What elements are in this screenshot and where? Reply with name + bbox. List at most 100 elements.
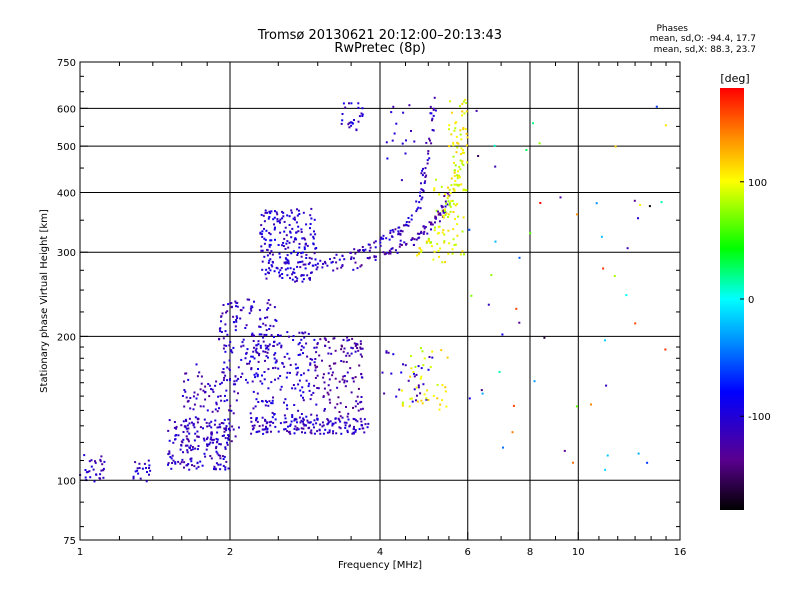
colorbar-tick-label: -100 bbox=[748, 412, 771, 423]
data-point bbox=[291, 414, 294, 417]
data-point bbox=[313, 230, 315, 233]
data-point bbox=[401, 404, 404, 407]
data-point bbox=[364, 248, 367, 251]
data-point bbox=[189, 407, 192, 410]
data-point bbox=[354, 405, 357, 408]
data-point bbox=[383, 253, 386, 256]
data-point bbox=[427, 399, 430, 401]
data-point bbox=[444, 211, 447, 214]
data-point bbox=[314, 369, 317, 372]
data-point bbox=[295, 221, 298, 224]
data-point bbox=[270, 210, 273, 213]
data-point bbox=[260, 224, 263, 227]
data-point bbox=[203, 452, 206, 455]
x-tick-label: 10 bbox=[572, 547, 585, 558]
data-point bbox=[403, 241, 406, 244]
data-point bbox=[302, 399, 305, 402]
data-point bbox=[266, 351, 269, 354]
data-point bbox=[454, 243, 457, 246]
data-point bbox=[386, 157, 389, 160]
data-point bbox=[264, 344, 267, 347]
data-point bbox=[626, 247, 629, 250]
data-point bbox=[290, 420, 293, 423]
data-point bbox=[258, 354, 260, 357]
data-point bbox=[224, 330, 227, 333]
data-point bbox=[219, 383, 222, 386]
data-point bbox=[452, 141, 455, 144]
data-point bbox=[327, 372, 330, 375]
data-point bbox=[512, 404, 515, 407]
data-point bbox=[210, 433, 213, 436]
data-point bbox=[228, 367, 231, 370]
data-point bbox=[313, 218, 316, 221]
data-point bbox=[83, 454, 86, 457]
data-point bbox=[416, 208, 419, 211]
data-point bbox=[301, 280, 304, 283]
data-point bbox=[432, 107, 435, 110]
data-point bbox=[462, 216, 465, 219]
data-point bbox=[265, 329, 268, 332]
data-point bbox=[429, 112, 432, 115]
data-point bbox=[300, 231, 303, 233]
data-point bbox=[230, 440, 233, 443]
data-point bbox=[267, 262, 270, 264]
data-point bbox=[461, 102, 464, 105]
data-point bbox=[268, 328, 271, 330]
data-point bbox=[188, 468, 191, 471]
data-point bbox=[229, 302, 232, 305]
data-point bbox=[432, 394, 435, 397]
data-point bbox=[215, 462, 218, 465]
data-point bbox=[446, 203, 449, 206]
data-point bbox=[337, 417, 340, 420]
data-point bbox=[354, 376, 357, 379]
data-point bbox=[175, 425, 178, 428]
data-point bbox=[296, 208, 298, 211]
data-point bbox=[177, 460, 180, 463]
data-point bbox=[292, 339, 295, 341]
data-point bbox=[437, 210, 439, 213]
data-point bbox=[302, 417, 305, 420]
data-point bbox=[263, 255, 266, 258]
data-point bbox=[356, 420, 359, 423]
data-point bbox=[637, 217, 639, 220]
data-point bbox=[224, 447, 227, 450]
data-point bbox=[346, 371, 349, 374]
data-point bbox=[99, 473, 102, 476]
data-point bbox=[459, 129, 462, 132]
data-point bbox=[268, 210, 271, 213]
data-point bbox=[213, 465, 216, 468]
data-point bbox=[309, 227, 311, 230]
data-point bbox=[226, 443, 229, 446]
data-point bbox=[323, 408, 326, 410]
data-point bbox=[396, 251, 399, 254]
data-point bbox=[532, 122, 534, 125]
data-point bbox=[203, 418, 206, 421]
data-point bbox=[422, 190, 425, 193]
data-point bbox=[268, 243, 271, 246]
data-point bbox=[272, 421, 275, 424]
data-point bbox=[400, 371, 403, 374]
data-point bbox=[250, 367, 253, 370]
data-point bbox=[445, 202, 447, 205]
data-point bbox=[324, 262, 327, 265]
data-point bbox=[411, 237, 414, 240]
data-point bbox=[280, 385, 283, 388]
data-point bbox=[273, 336, 275, 338]
data-point bbox=[460, 153, 462, 156]
data-point bbox=[280, 346, 283, 349]
data-point bbox=[232, 383, 235, 386]
x-axis-label: Frequency [MHz] bbox=[338, 560, 422, 571]
data-point bbox=[227, 467, 230, 470]
data-point bbox=[279, 388, 282, 391]
data-point bbox=[235, 399, 238, 402]
data-point bbox=[435, 209, 438, 212]
data-point bbox=[352, 380, 355, 383]
data-point bbox=[244, 327, 247, 329]
data-point bbox=[306, 419, 309, 422]
data-point bbox=[420, 367, 423, 370]
data-point bbox=[430, 221, 433, 224]
data-point bbox=[399, 239, 402, 242]
data-point bbox=[268, 216, 271, 218]
